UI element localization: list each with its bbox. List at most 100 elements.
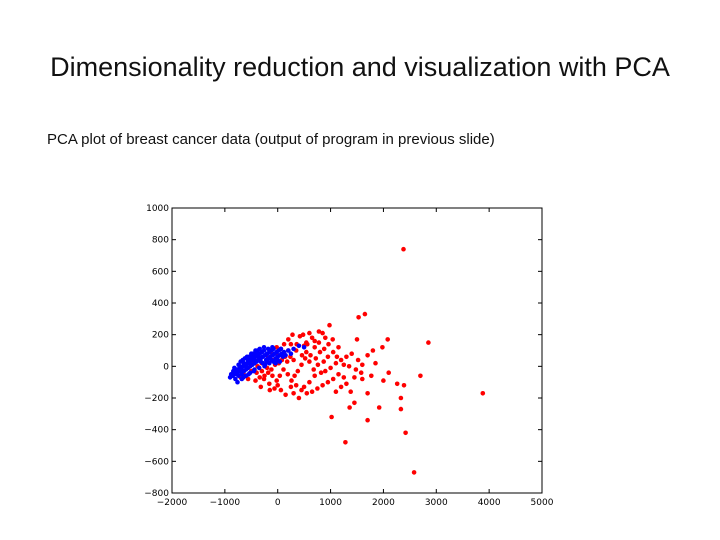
data-point-benign <box>261 345 267 350</box>
data-point-malignant <box>308 353 313 358</box>
slide-title: Dimensionality reduction and visualizati… <box>50 52 670 82</box>
y-tick-label: 600 <box>152 267 169 277</box>
data-point-malignant <box>288 384 294 390</box>
data-point-malignant <box>320 330 325 336</box>
data-point-benign <box>247 360 253 366</box>
data-point-malignant <box>261 376 267 382</box>
data-point-malignant <box>369 373 374 379</box>
data-point-malignant <box>302 356 308 361</box>
data-point-benign <box>278 346 284 352</box>
data-point-malignant <box>333 389 339 395</box>
data-point-benign <box>247 370 253 376</box>
data-point-malignant <box>320 383 325 388</box>
data-point-malignant <box>316 340 322 345</box>
data-point-malignant <box>291 357 296 363</box>
data-point-malignant <box>348 389 354 395</box>
data-point-malignant <box>353 367 359 372</box>
data-point-malignant <box>299 362 304 368</box>
data-point-benign <box>291 346 296 352</box>
x-tick-label: 3000 <box>425 498 448 508</box>
data-point-malignant <box>365 417 370 423</box>
data-point-malignant <box>326 341 331 347</box>
series-benign <box>227 343 307 385</box>
y-tick-label: −800 <box>144 489 169 499</box>
data-point-malignant <box>386 370 392 376</box>
data-point-benign <box>265 346 271 352</box>
data-point-malignant <box>323 335 328 341</box>
data-point-malignant <box>346 364 352 369</box>
data-point-benign <box>243 364 249 369</box>
data-point-malignant <box>288 341 294 347</box>
data-point-malignant <box>274 378 280 383</box>
data-point-malignant <box>313 356 319 361</box>
series-malignant <box>238 246 486 475</box>
x-tick-label: −1000 <box>210 498 241 508</box>
data-point-malignant <box>277 373 283 379</box>
data-point-benign <box>232 365 237 371</box>
data-point-malignant <box>401 246 406 252</box>
data-point-malignant <box>356 315 361 320</box>
data-point-malignant <box>338 384 344 390</box>
data-point-malignant <box>258 384 264 390</box>
y-tick-label: 400 <box>152 299 169 309</box>
data-point-malignant <box>354 337 360 342</box>
data-point-malignant <box>267 381 272 387</box>
data-point-malignant <box>355 357 361 363</box>
data-point-benign <box>296 343 302 349</box>
data-point-malignant <box>480 391 486 396</box>
data-point-malignant <box>418 373 423 379</box>
data-point-malignant <box>349 351 355 357</box>
data-point-malignant <box>285 372 291 377</box>
x-tick-label: 0 <box>275 498 281 508</box>
data-point-malignant <box>321 346 327 352</box>
data-point-malignant <box>426 340 431 345</box>
plot-frame <box>171 207 543 494</box>
data-point-benign <box>261 348 267 353</box>
data-point-malignant <box>321 359 327 364</box>
data-point-malignant <box>315 362 321 368</box>
data-point-malignant <box>311 367 317 372</box>
x-tick-label: 2000 <box>372 498 395 508</box>
data-point-malignant <box>336 345 341 350</box>
x-tick-label: −2000 <box>157 498 188 508</box>
data-point-malignant <box>360 362 365 368</box>
data-point-malignant <box>352 375 357 380</box>
data-point-malignant <box>289 378 294 383</box>
data-point-malignant <box>385 337 391 342</box>
data-point-malignant <box>344 354 349 360</box>
data-point-malignant <box>394 381 400 387</box>
data-point-benign <box>301 345 307 350</box>
data-point-benign <box>270 345 275 350</box>
data-point-benign <box>262 364 267 369</box>
data-point-malignant <box>275 383 281 388</box>
data-point-malignant <box>327 322 332 328</box>
data-point-malignant <box>296 395 302 401</box>
data-point-malignant <box>293 383 299 388</box>
data-point-benign <box>236 362 241 368</box>
data-point-malignant <box>370 348 376 353</box>
data-point-malignant <box>358 370 364 376</box>
data-point-malignant <box>411 470 417 475</box>
data-point-malignant <box>307 330 312 336</box>
data-point-malignant <box>341 375 347 380</box>
data-point-benign <box>244 354 250 360</box>
data-point-malignant <box>269 367 274 372</box>
data-point-malignant <box>365 353 370 358</box>
data-point-benign <box>257 346 263 352</box>
data-point-malignant <box>284 359 290 364</box>
data-point-malignant <box>312 338 318 344</box>
data-point-malignant <box>290 332 295 338</box>
data-point-malignant <box>309 335 315 341</box>
x-tick-label: 5000 <box>531 498 554 508</box>
y-tick-label: 0 <box>163 362 169 372</box>
data-point-malignant <box>304 340 309 345</box>
data-point-malignant <box>398 406 404 412</box>
y-tick-label: 1000 <box>146 204 169 214</box>
data-point-benign <box>239 376 245 382</box>
data-point-malignant <box>259 368 265 374</box>
data-point-malignant <box>328 365 333 371</box>
data-point-malignant <box>312 345 318 350</box>
data-point-malignant <box>325 354 331 360</box>
data-point-malignant <box>362 311 368 317</box>
